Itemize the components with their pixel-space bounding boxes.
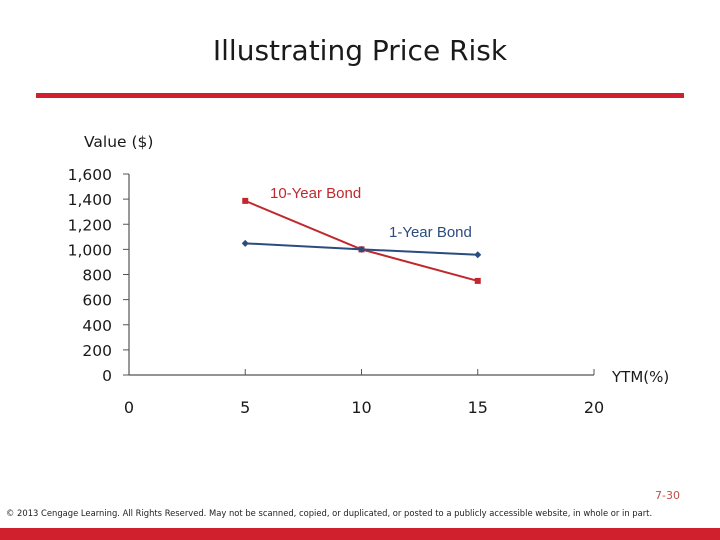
ten-year-label: 10-Year Bond	[270, 185, 361, 202]
y-tick-label: 1,400	[68, 191, 112, 209]
y-tick-label: 0	[102, 367, 112, 385]
ten-year-point	[242, 197, 249, 204]
x-tick-label: 5	[240, 398, 250, 417]
one-year-point	[358, 245, 365, 253]
y-axis-title: Value ($)	[84, 133, 153, 151]
y-tick-label: 200	[82, 342, 112, 360]
title-rule	[36, 93, 684, 98]
y-tick-label: 600	[82, 292, 112, 310]
y-tick-label: 1,600	[68, 166, 112, 184]
x-axis-title: YTM(%)	[611, 368, 669, 386]
one-year-label: 1-Year Bond	[389, 224, 472, 241]
one-year-point	[474, 251, 482, 259]
x-tick-label: 0	[124, 398, 134, 417]
x-tick-label: 10	[351, 398, 371, 417]
x-tick-label: 15	[468, 398, 488, 417]
slide-title: Illustrating Price Risk	[212, 34, 508, 67]
copyright-notice: © 2013 Cengage Learning. All Rights Rese…	[6, 508, 653, 518]
price-risk-chart: 0 200 400 600 800 1,000 1,200 1,400 1,600 0 5 10 15 2…	[68, 133, 670, 417]
bottom-bar	[0, 528, 720, 540]
ten-year-point	[474, 277, 481, 284]
x-tick-label: 20	[584, 398, 604, 417]
y-tick-label: 800	[82, 267, 112, 285]
y-tick-label: 1,000	[68, 241, 112, 259]
y-tick-label: 1,200	[68, 216, 112, 234]
y-tick-label: 400	[82, 317, 112, 335]
slide-number: 7-30	[655, 489, 680, 502]
one-year-point	[241, 239, 249, 247]
